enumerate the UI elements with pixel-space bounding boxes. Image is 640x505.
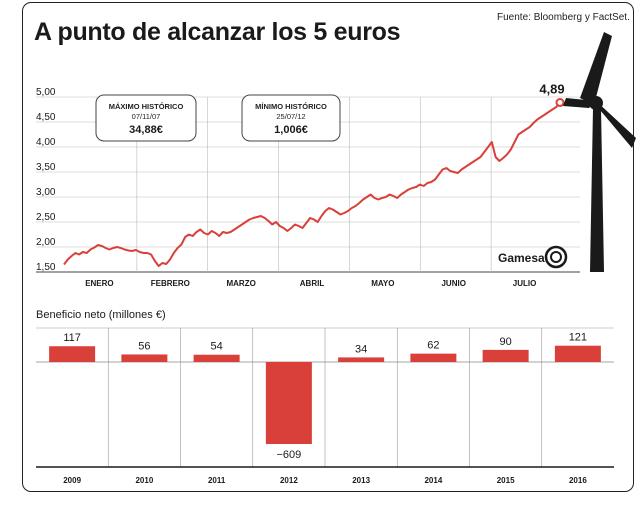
- wind-turbine-icon: [563, 32, 636, 272]
- bar-category-label: 2012: [280, 476, 298, 485]
- y-tick-label: 4,50: [36, 112, 56, 123]
- gamesa-logo-mark: [544, 245, 568, 269]
- bar-category-labels: 2009 2010 2011 2012 2013 2014 2015 2016: [63, 476, 587, 485]
- annotation-min-date: 25/07/12: [276, 112, 305, 121]
- bar-2010: [121, 354, 168, 362]
- bar-value-label: 56: [138, 340, 150, 352]
- bar-category-label: 2010: [135, 476, 153, 485]
- bar-category-label: 2015: [497, 476, 515, 485]
- annotation-max-label: MÁXIMO HISTÓRICO: [109, 102, 184, 111]
- bar-2009: [49, 346, 96, 362]
- bar-2015: [482, 349, 529, 362]
- month-label: JUNIO: [441, 279, 465, 288]
- bar-value-label: 90: [500, 336, 512, 348]
- gamesa-logo: Gamesa: [498, 245, 568, 269]
- bar-category-label: 2013: [352, 476, 370, 485]
- bar-value-label: 54: [211, 341, 223, 353]
- bar-chart-title: Beneficio neto (millones €): [36, 309, 166, 321]
- y-tick-label: 2,00: [36, 237, 56, 248]
- annotation-max-date: 07/11/07: [132, 112, 161, 121]
- annotation-min-box: [241, 94, 341, 142]
- bar-value-label: 62: [427, 340, 439, 352]
- month-labels: ENERO FEBRERO MARZO ABRIL MAYO JUNIO JULIO: [85, 279, 536, 288]
- bar-category-label: 2011: [208, 476, 226, 485]
- y-axis-labels: 1,50 2,00 2,50 3,00 3,50 4,00 4,50 5,00: [36, 87, 56, 273]
- bar-value-label: −609: [276, 449, 301, 461]
- bar-value-label: 117: [63, 332, 81, 344]
- bar-value-label: 121: [569, 332, 587, 344]
- month-label: MARZO: [226, 279, 255, 288]
- bar-columns: [107, 328, 543, 467]
- price-line: [63, 101, 561, 267]
- infographic-frame: [22, 2, 634, 492]
- y-tick-label: 1,50: [36, 262, 56, 273]
- bar-value-labels: 117 56 54 −609 34 62 90 121: [63, 332, 587, 461]
- y-tick-label: 4,00: [36, 137, 56, 148]
- bar-2013: [338, 357, 385, 362]
- annotation-max-value: 34,88€: [129, 124, 163, 136]
- bar-category-label: 2009: [63, 476, 81, 485]
- month-label: JULIO: [513, 279, 537, 288]
- bars: [49, 345, 601, 444]
- last-point-marker: [555, 98, 565, 107]
- y-tick-label: 2,50: [36, 212, 56, 223]
- annotation-min: MÍNIMO HISTÓRICO 25/07/12 1,006€: [241, 94, 341, 142]
- month-label: MAYO: [371, 279, 394, 288]
- source-note: Fuente: Bloomberg y FactSet.: [497, 12, 630, 23]
- annotation-min-value: 1,006€: [274, 124, 308, 136]
- annotation-max: MÁXIMO HISTÓRICO 07/11/07 34,88€: [95, 94, 197, 142]
- gamesa-logo-text: Gamesa: [498, 251, 545, 265]
- bar-category-label: 2016: [569, 476, 587, 485]
- y-tick-label: 3,50: [36, 162, 56, 173]
- bar-value-label: 34: [355, 343, 367, 355]
- bar-category-label: 2014: [424, 476, 442, 485]
- y-tick-label: 5,00: [36, 87, 56, 98]
- month-label: FEBRERO: [151, 279, 190, 288]
- page-title: A punto de alcanzar los 5 euros: [34, 18, 401, 46]
- annotation-min-label: MÍNIMO HISTÓRICO: [255, 102, 327, 111]
- bar-2014: [410, 353, 457, 362]
- month-label: ENERO: [85, 279, 113, 288]
- annotation-max-box: [95, 94, 197, 142]
- bar-2016: [554, 345, 601, 362]
- month-label: ABRIL: [300, 279, 325, 288]
- y-tick-label: 3,00: [36, 187, 56, 198]
- bar-2011: [193, 354, 240, 362]
- last-value-label: 4,89: [539, 82, 564, 97]
- bar-2012: [265, 362, 312, 444]
